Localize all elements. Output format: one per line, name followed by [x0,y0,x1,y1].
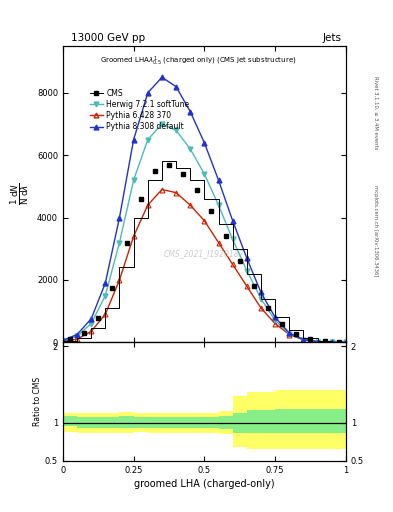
Legend: CMS, Herwig 7.2.1 softTune, Pythia 6.428 370, Pythia 8.308 default: CMS, Herwig 7.2.1 softTune, Pythia 6.428… [86,86,193,135]
Y-axis label: $\frac{1}{\mathrm{N}}\frac{\mathrm{d}N}{\mathrm{d}\lambda}$: $\frac{1}{\mathrm{N}}\frac{\mathrm{d}N}{… [9,183,31,205]
Text: mcplots.cern.ch [arXiv:1306.3436]: mcplots.cern.ch [arXiv:1306.3436] [373,185,378,276]
Text: 13000 GeV pp: 13000 GeV pp [71,33,145,44]
Y-axis label: Ratio to CMS: Ratio to CMS [33,377,42,426]
Text: Jets: Jets [323,33,342,44]
Text: CMS_2021_I1920187: CMS_2021_I1920187 [164,249,244,258]
Text: Groomed LHA$\lambda^1_{0.5}$ (charged only) (CMS jet substructure): Groomed LHA$\lambda^1_{0.5}$ (charged on… [100,55,296,68]
Text: Rivet 3.1.10, ≥ 3.4M events: Rivet 3.1.10, ≥ 3.4M events [373,76,378,150]
X-axis label: groomed LHA (charged-only): groomed LHA (charged-only) [134,479,275,489]
